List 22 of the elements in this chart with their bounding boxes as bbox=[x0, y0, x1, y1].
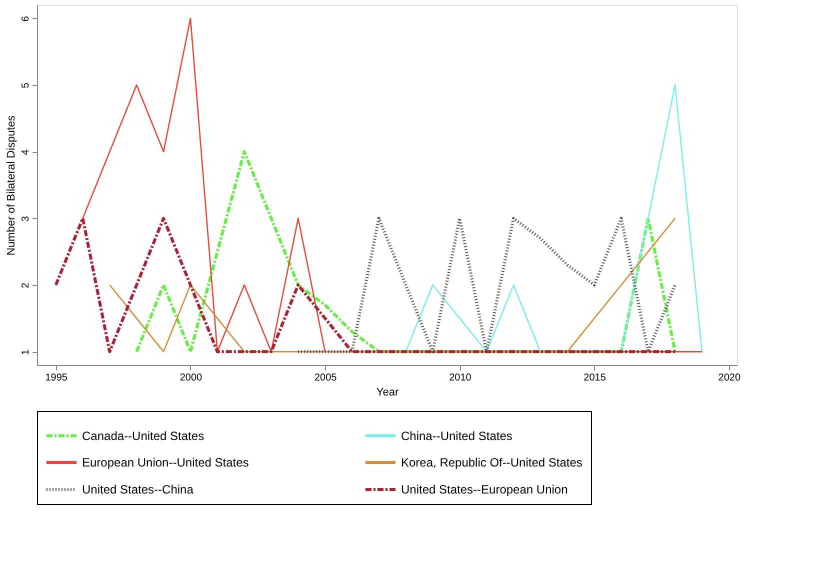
y-axis-title: Number of Bilateral Disputes bbox=[6, 115, 18, 256]
legend-label: United States--European Union bbox=[401, 482, 568, 496]
legend-label: United States--China bbox=[82, 482, 194, 496]
x-axis-title: Year bbox=[376, 386, 399, 398]
y-tick-label: 4 bbox=[20, 148, 32, 155]
x-tick-label: 2010 bbox=[449, 372, 472, 384]
y-tick-label: 6 bbox=[20, 16, 32, 22]
y-tick-label: 2 bbox=[20, 282, 32, 288]
x-tick-label: 2020 bbox=[718, 372, 741, 384]
x-tick-label: 1995 bbox=[45, 372, 68, 384]
legend-label: Korea, Republic Of--United States bbox=[401, 456, 582, 470]
legend-label: Canada--United States bbox=[82, 428, 204, 443]
x-tick-label: 2015 bbox=[584, 372, 606, 384]
legend-label: European Union--United States bbox=[82, 456, 249, 470]
legend-label: China--United States bbox=[401, 428, 512, 443]
line-series bbox=[296, 216, 677, 354]
y-tick-label: 5 bbox=[20, 82, 32, 88]
y-tick-label: 1 bbox=[20, 348, 32, 355]
x-tick-label: 2000 bbox=[180, 372, 203, 384]
y-tick-label: 3 bbox=[20, 216, 32, 222]
x-tick-label: 2005 bbox=[314, 372, 338, 384]
line-series bbox=[135, 150, 677, 354]
